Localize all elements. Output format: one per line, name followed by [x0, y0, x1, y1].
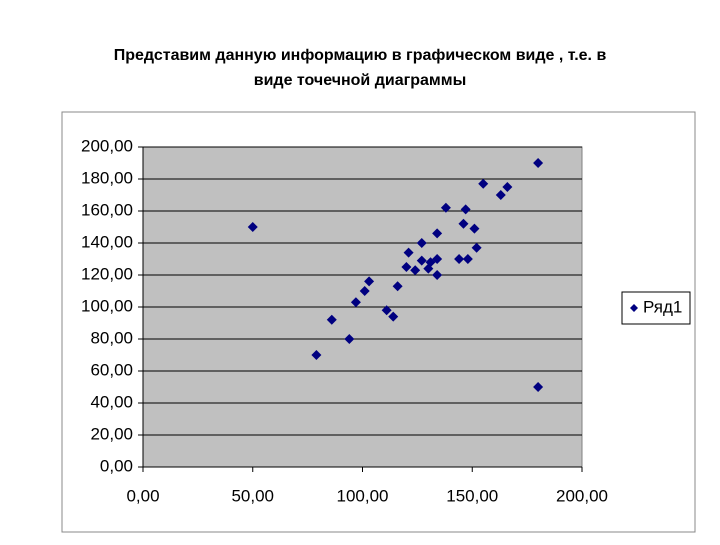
y-tick-label: 40,00: [90, 392, 133, 411]
point: [410, 265, 421, 276]
point: [401, 262, 412, 272]
x-tick-label: 100,00: [337, 486, 389, 505]
point: [416, 255, 427, 266]
point: [471, 242, 482, 253]
point: [458, 218, 469, 229]
point: [440, 202, 451, 213]
point: [350, 297, 361, 308]
point: [469, 223, 480, 234]
y-tick-label: 80,00: [90, 328, 133, 347]
point: [344, 334, 355, 344]
legend-marker: [630, 304, 638, 312]
point: [381, 305, 392, 316]
y-tick-label: 200,00: [81, 136, 133, 155]
y-tick-label: 0,00: [100, 456, 133, 475]
point: [454, 254, 465, 264]
x-tick-label: 50,00: [231, 486, 274, 505]
y-tick-label: 120,00: [81, 264, 133, 283]
point: [359, 286, 370, 296]
point: [495, 190, 506, 200]
point: [247, 222, 258, 232]
point: [533, 158, 544, 168]
y-tick-label: 20,00: [90, 424, 133, 443]
point: [432, 228, 443, 239]
point: [478, 178, 489, 189]
point: [326, 314, 337, 325]
title-line: виде точечной диаграммы: [254, 72, 467, 89]
x-tick-label: 200,00: [556, 486, 608, 505]
y-tick-label: 160,00: [81, 200, 133, 219]
y-tick-label: 100,00: [81, 296, 133, 315]
point: [403, 247, 414, 258]
y-tick-label: 60,00: [90, 360, 133, 379]
point: [432, 254, 443, 264]
y-tick-label: 180,00: [81, 168, 133, 187]
point: [432, 270, 443, 280]
title-line: Представим данную информацию в графическ…: [114, 47, 607, 64]
point: [462, 254, 473, 264]
point: [533, 382, 544, 392]
legend-label: Ряд1: [643, 297, 682, 316]
point: [388, 311, 399, 322]
point: [392, 281, 403, 292]
x-tick-label: 0,00: [126, 486, 159, 505]
x-tick-label: 150,00: [446, 486, 498, 505]
point: [364, 276, 375, 287]
point: [416, 238, 427, 248]
y-tick-label: 140,00: [81, 232, 133, 251]
point: [311, 350, 322, 360]
point: [502, 182, 513, 192]
point: [460, 204, 471, 215]
